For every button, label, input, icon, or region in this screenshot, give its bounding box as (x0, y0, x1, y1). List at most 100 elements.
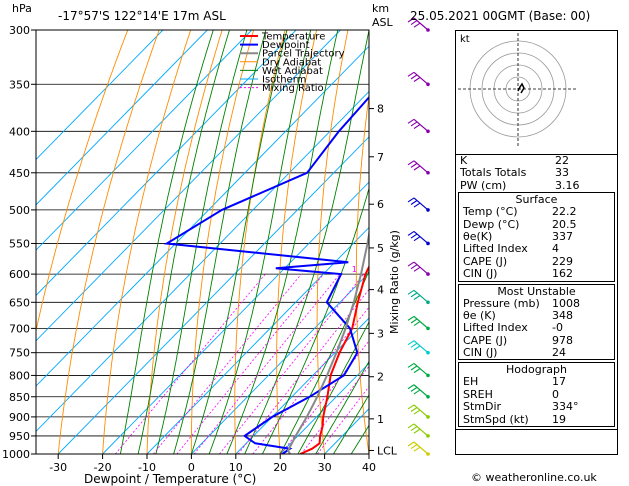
legend-entry: Temperature (261, 32, 325, 43)
mixing-ratio-label: 3 (405, 265, 410, 274)
pressure-tick-label: 600 (9, 268, 30, 281)
row-label: StmSpd (kt) (463, 412, 529, 426)
row-label: SREH (463, 387, 493, 401)
x-axis-label: Dewpoint / Temperature (°C) (84, 472, 256, 486)
temperature-line (299, 264, 369, 454)
km-tick-label: 2 (377, 371, 384, 384)
wind-barb-flag (413, 202, 421, 208)
wind-barb-flag (410, 444, 418, 450)
row-label: θe (K) (463, 308, 496, 322)
wind-barb-flag (407, 362, 415, 368)
isotherm (279, 362, 369, 454)
wind-barb-dot (426, 129, 430, 134)
wind-barb-flag (413, 236, 421, 242)
wind-barb-flag (407, 160, 415, 166)
parcel-trajectory-line (286, 228, 369, 454)
pressure-tick-label: 950 (9, 430, 30, 443)
row-value: 337 (552, 229, 573, 243)
wind-barb-flag (410, 233, 418, 239)
wind-barbs (407, 17, 430, 456)
section-row: StmSpd (kt) 19 (459, 412, 614, 426)
pressure-tick-label: 800 (9, 369, 30, 382)
temp-tick-label: 0 (188, 461, 195, 474)
temp-tick-label: -30 (49, 461, 67, 474)
dry-adiabat (57, 30, 160, 454)
wind-barb (413, 423, 429, 437)
temp-tick-label: 30 (318, 461, 332, 474)
pressure-tick-label: 350 (9, 78, 30, 91)
wind-barb-dot (426, 350, 430, 355)
wind-barb-flag (413, 266, 421, 272)
wind-barb-flag (407, 289, 415, 295)
row-value: 4 (552, 242, 559, 256)
dry-adiabat (102, 30, 192, 454)
wind-barb-dot (426, 300, 430, 305)
row-label: Lifted Index (463, 321, 528, 335)
km-tick-label: 5 (377, 242, 384, 255)
wind-barb-flag (413, 124, 421, 129)
isotherm (191, 272, 369, 454)
wet-adiabat (137, 30, 230, 454)
row-label: CAPE (J) (463, 333, 508, 347)
wind-barb-flag (407, 423, 415, 429)
dry-adiabat (146, 30, 223, 454)
wind-barb-flag (410, 264, 418, 270)
row-label: Totals Totals (460, 166, 527, 180)
asl-label: ASL (372, 16, 394, 29)
section-row: CAPE (J) 978 (459, 333, 614, 347)
pressure-tick-label: 500 (9, 204, 30, 217)
wind-barb-flag (410, 318, 418, 324)
dry-adiabat (190, 30, 255, 454)
wind-barb (413, 160, 429, 174)
wind-barb (413, 404, 429, 418)
wind-barb-dot (426, 208, 430, 212)
legend-entry: Wet Adiabat (262, 66, 323, 77)
row-label: θe(K) (463, 229, 493, 243)
wind-barb-flag (413, 428, 421, 434)
isotherm (36, 30, 208, 206)
pressure-tick-label: 750 (9, 347, 30, 360)
wind-barb (413, 197, 429, 211)
wind-barb-flag (410, 200, 418, 205)
wind-barb-flag (413, 321, 421, 327)
wind-barb (413, 231, 429, 244)
wind-barb-flag (410, 386, 418, 392)
mixing-ratio-line (193, 273, 341, 454)
footer-credit: © weatheronline.co.uk (471, 471, 597, 484)
legend-entry: Dry Adiabat (262, 57, 321, 68)
wet-adiabat (208, 30, 312, 454)
row-value: 162 (552, 267, 573, 281)
pressure-tick-label: 300 (9, 24, 30, 37)
section-row: EH 17 (459, 376, 614, 389)
section-row: StmDir 334° (459, 400, 614, 414)
wet-adiabat (226, 30, 339, 454)
row-label: CAPE (J) (463, 254, 508, 268)
row-label: CIN (J) (463, 267, 498, 281)
pressure-tick-label: 700 (9, 322, 30, 335)
pressure-tick-label: 400 (9, 125, 30, 138)
row-label: Pressure (mb) (463, 296, 540, 310)
wind-barb (413, 261, 429, 275)
section-row: SREH 0 (459, 387, 614, 401)
wind-barb-flag (410, 292, 418, 298)
wind-barb-flag (407, 441, 415, 447)
wind-barb-flag (410, 121, 418, 127)
row-value: 1008 (552, 296, 580, 310)
wind-barb-flag (413, 165, 421, 171)
temp-tick-label: 20 (273, 461, 287, 474)
wind-barb (413, 118, 429, 132)
km-label: km (372, 2, 389, 15)
wind-barb-flag (413, 368, 421, 374)
row-value: 978 (552, 333, 573, 347)
wind-barb-dot (426, 394, 430, 399)
row-label: StmDir (463, 400, 502, 414)
hodograph: kt (458, 33, 578, 147)
wet-adiabat (297, 320, 369, 454)
row-value: 33 (555, 166, 569, 180)
section-row: θe(K) 337 (459, 229, 614, 243)
pressure-tick-label: 1000 (2, 448, 30, 461)
row-value: 24 (552, 346, 566, 360)
wind-barb-flag (407, 261, 415, 267)
wet-adiabat (155, 30, 248, 454)
wet-adiabat (315, 360, 369, 454)
